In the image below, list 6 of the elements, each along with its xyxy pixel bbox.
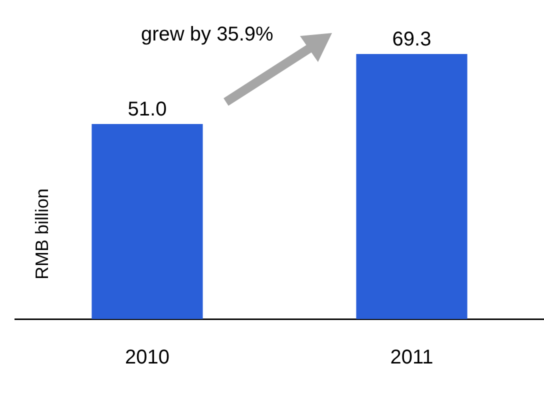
x-tick-label: 2010 <box>125 346 170 369</box>
text: grew by 35.9% <box>141 24 274 46</box>
data-label: 69.3 <box>392 28 432 51</box>
y-axis-title: RMB billion <box>32 188 52 280</box>
data-label: 51.0 <box>128 98 167 120</box>
x-tick-label: 2011 <box>390 346 434 369</box>
